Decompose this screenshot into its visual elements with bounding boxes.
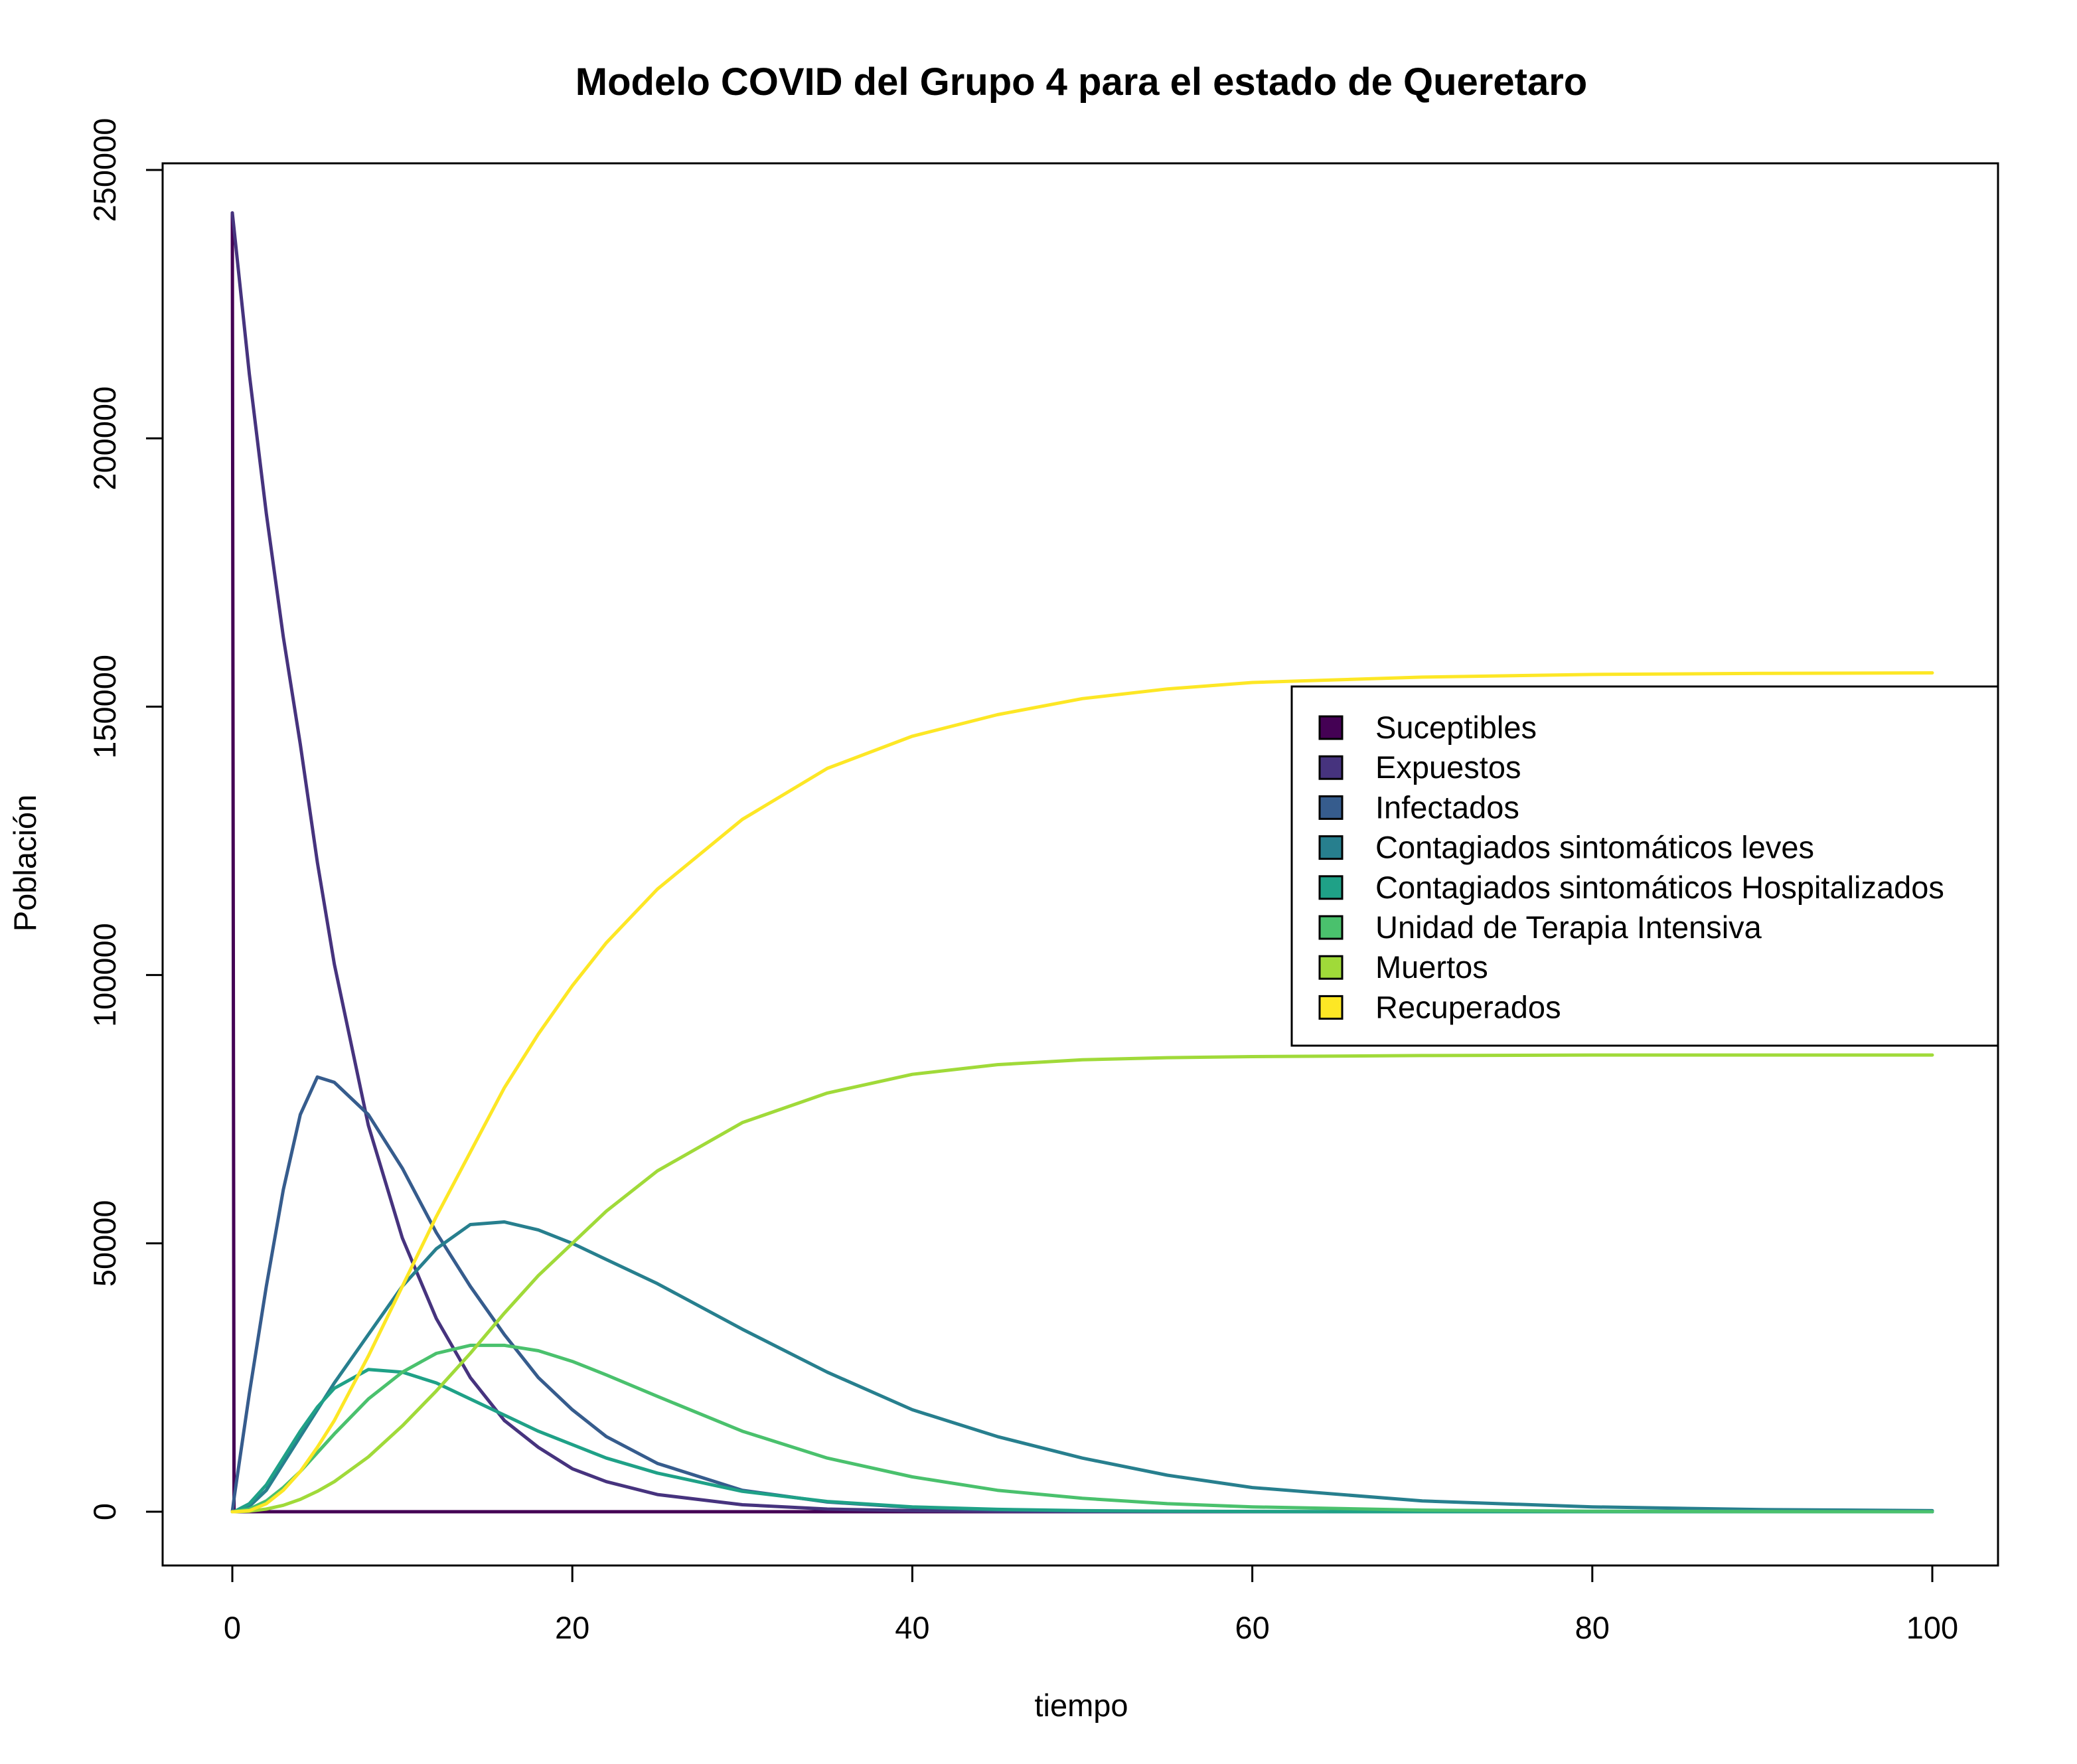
legend: Suceptibles Expuestos Infectados Contagiado… — [1290, 685, 1999, 1047]
x-tick-label: 20 — [555, 1610, 589, 1645]
legend-swatch — [1318, 915, 1344, 940]
y-tick-label: 0 — [87, 1503, 122, 1520]
legend-label: Recuperados — [1375, 989, 1561, 1024]
legend-item: Muertos — [1318, 949, 1488, 985]
legend-label: Suceptibles — [1375, 710, 1537, 745]
series-line-7 — [230, 1053, 1934, 1514]
series-layer — [230, 211, 1934, 1514]
x-tick-label: 80 — [1575, 1610, 1610, 1645]
legend-label: Contagiados sintomáticos leves — [1375, 830, 1814, 865]
series-line-6 — [230, 1343, 1934, 1514]
y-axis: 0 50000 100000 150000 200000 250000 — [87, 118, 164, 1520]
series-line-5 — [230, 1368, 1934, 1514]
legend-item: Contagiados sintomáticos leves — [1318, 830, 1814, 865]
legend-swatch — [1318, 875, 1344, 900]
legend-label: Muertos — [1375, 949, 1488, 985]
legend-item: Expuestos — [1318, 750, 1521, 785]
legend-label: Unidad de Terapia Intensiva — [1375, 910, 1762, 945]
series-line-8 — [230, 671, 1934, 1514]
legend-swatch — [1318, 715, 1344, 740]
y-tick-label: 250000 — [87, 118, 122, 222]
x-tick-label: 40 — [895, 1610, 929, 1645]
chart-title: Modelo COVID del Grupo 4 para el estado … — [576, 60, 1587, 104]
legend-label: Infectados — [1375, 789, 1519, 825]
y-tick-label: 150000 — [87, 655, 122, 759]
y-axis-label: Población — [7, 795, 42, 931]
legend-item: Infectados — [1318, 789, 1519, 825]
legend-swatch — [1318, 755, 1344, 780]
x-axis: 0 20 40 60 80 100 — [224, 1564, 1958, 1645]
y-tick-label: 100000 — [87, 923, 122, 1027]
series-line-3 — [230, 1075, 1934, 1514]
y-tick-label: 50000 — [87, 1200, 122, 1287]
series-line-4 — [230, 1220, 1934, 1514]
legend-item: Suceptibles — [1318, 710, 1537, 745]
legend-item: Contagiados sintomáticos Hospitalizados — [1318, 870, 1944, 905]
y-tick-label: 200000 — [87, 386, 122, 491]
x-tick-label: 60 — [1235, 1610, 1269, 1645]
legend-swatch — [1318, 795, 1344, 820]
legend-item: Recuperados — [1318, 989, 1561, 1024]
legend-label: Contagiados sintomáticos Hospitalizados — [1375, 870, 1944, 905]
legend-swatch — [1318, 955, 1344, 980]
x-tick-label: 0 — [224, 1610, 241, 1645]
legend-item: Unidad de Terapia Intensiva — [1318, 910, 1762, 945]
x-axis-label: tiempo — [1034, 1688, 1128, 1723]
x-tick-label: 100 — [1906, 1610, 1958, 1645]
legend-label: Expuestos — [1375, 750, 1521, 785]
legend-swatch — [1318, 995, 1344, 1020]
legend-box — [1290, 685, 1999, 1047]
legend-swatch — [1318, 835, 1344, 860]
